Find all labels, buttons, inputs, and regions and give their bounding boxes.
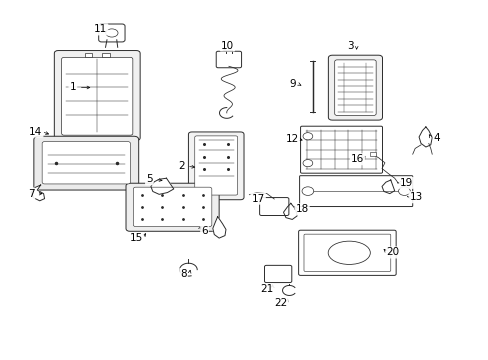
FancyBboxPatch shape: [194, 136, 237, 195]
Text: 15: 15: [129, 233, 142, 243]
Circle shape: [303, 159, 312, 167]
Text: 9: 9: [288, 79, 295, 89]
Ellipse shape: [327, 241, 369, 265]
Text: 20: 20: [386, 247, 399, 257]
FancyBboxPatch shape: [328, 55, 382, 120]
Text: 18: 18: [295, 204, 308, 215]
Text: 21: 21: [259, 284, 272, 294]
Polygon shape: [151, 178, 173, 194]
Text: 14: 14: [29, 127, 42, 136]
Text: 22: 22: [274, 298, 287, 308]
Text: 10: 10: [221, 41, 234, 50]
FancyBboxPatch shape: [299, 176, 412, 207]
FancyBboxPatch shape: [61, 57, 133, 135]
Circle shape: [302, 187, 313, 195]
FancyBboxPatch shape: [216, 51, 241, 68]
Text: 2: 2: [178, 161, 184, 171]
FancyBboxPatch shape: [259, 198, 288, 216]
FancyBboxPatch shape: [298, 230, 395, 275]
Bar: [84, 53, 92, 57]
Polygon shape: [212, 217, 225, 238]
Text: 16: 16: [350, 154, 364, 164]
Ellipse shape: [105, 29, 118, 37]
Text: 5: 5: [146, 174, 152, 184]
FancyBboxPatch shape: [188, 132, 244, 200]
FancyBboxPatch shape: [300, 126, 382, 173]
FancyBboxPatch shape: [133, 187, 211, 226]
FancyBboxPatch shape: [42, 141, 130, 184]
Text: 3: 3: [347, 41, 353, 50]
Circle shape: [398, 187, 409, 195]
Text: 4: 4: [433, 133, 440, 143]
Bar: [102, 53, 110, 57]
Text: 13: 13: [408, 192, 422, 202]
Text: 11: 11: [94, 24, 107, 35]
FancyBboxPatch shape: [99, 24, 125, 42]
Circle shape: [303, 133, 312, 140]
FancyBboxPatch shape: [334, 60, 375, 116]
Text: 7: 7: [27, 189, 34, 199]
Polygon shape: [31, 185, 44, 201]
FancyBboxPatch shape: [34, 136, 139, 190]
Polygon shape: [418, 127, 431, 147]
Text: 19: 19: [399, 178, 412, 188]
FancyBboxPatch shape: [126, 183, 219, 231]
Polygon shape: [283, 203, 297, 220]
Text: 8: 8: [180, 269, 186, 279]
Text: 6: 6: [201, 226, 207, 236]
Text: 17: 17: [251, 194, 264, 204]
Text: 12: 12: [285, 134, 298, 144]
Text: 1: 1: [69, 82, 76, 93]
Bar: [369, 152, 375, 156]
FancyBboxPatch shape: [264, 265, 291, 283]
FancyBboxPatch shape: [304, 234, 390, 271]
Polygon shape: [381, 180, 394, 194]
FancyBboxPatch shape: [54, 50, 140, 140]
